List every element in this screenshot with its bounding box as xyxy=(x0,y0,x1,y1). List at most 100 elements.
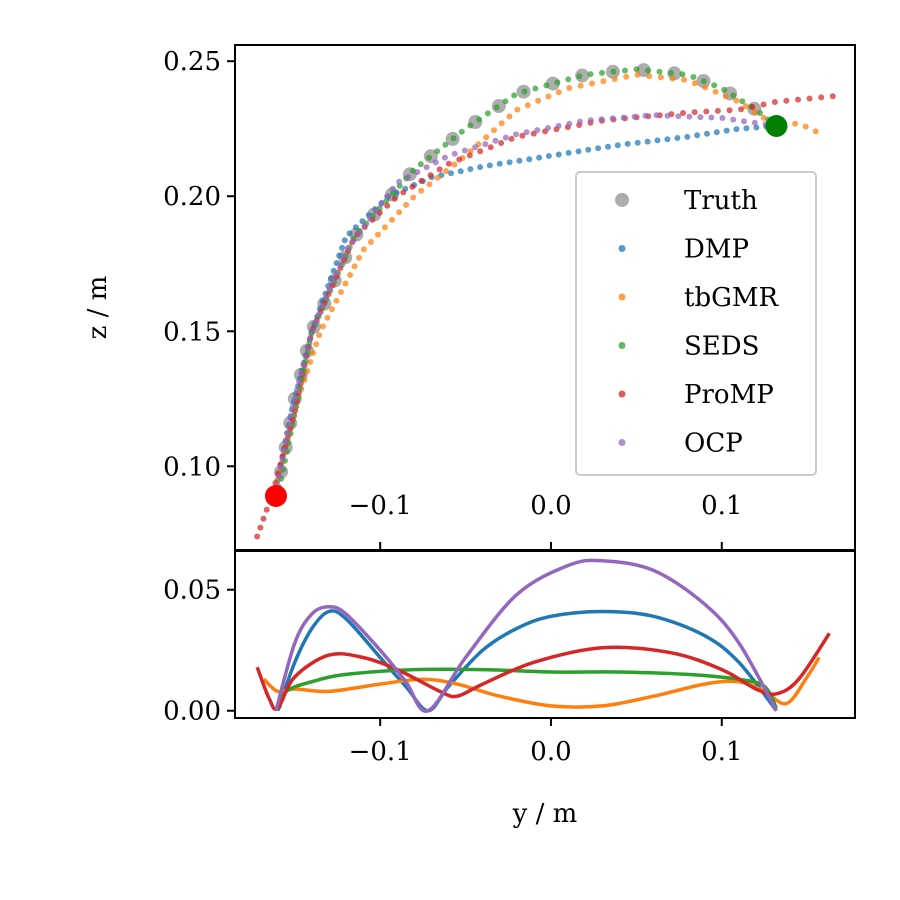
y-tick-label: 0.05 xyxy=(163,576,221,606)
tbgmr-point xyxy=(691,80,698,87)
tbgmr-point xyxy=(324,314,331,321)
dmp-point xyxy=(694,132,701,139)
tbgmr-point xyxy=(338,289,344,296)
ocp-point xyxy=(337,261,343,268)
legend-entry-promp: ProMP xyxy=(618,380,774,410)
dmp-point xyxy=(457,168,464,175)
dmp-point xyxy=(352,224,359,231)
dmp-point xyxy=(339,244,345,251)
trajectory-points xyxy=(254,63,836,540)
seds-point xyxy=(587,71,594,78)
seds-point xyxy=(633,66,640,73)
goal-point xyxy=(765,115,788,138)
ocp-point xyxy=(312,319,319,326)
ocp-point xyxy=(284,430,291,437)
tbgmr-point xyxy=(313,341,320,348)
dmp-point xyxy=(624,140,631,147)
promp-point xyxy=(400,189,407,196)
promp-point xyxy=(508,135,515,142)
ocp-point xyxy=(302,353,309,360)
tbgmr-point xyxy=(742,103,749,110)
ocp-point xyxy=(298,370,305,377)
dmp-point xyxy=(595,145,602,152)
tbgmr-point xyxy=(566,85,573,91)
tbgmr-point xyxy=(434,174,441,181)
dmp-point xyxy=(614,142,621,149)
legend-marker xyxy=(618,342,626,349)
dmp-point xyxy=(506,159,513,166)
tbgmr-point xyxy=(623,73,630,80)
tbgmr-point xyxy=(310,350,317,356)
tbgmr-point xyxy=(498,120,505,127)
tbgmr-point xyxy=(316,332,323,339)
tbgmr-point xyxy=(443,168,450,175)
tbgmr-point xyxy=(712,88,719,95)
tbgmr-point xyxy=(396,209,403,216)
legend-entry-dmp: DMP xyxy=(618,235,749,265)
tbgmr-point xyxy=(382,224,388,231)
dmp-point xyxy=(704,130,710,137)
ocp-point xyxy=(577,118,583,125)
legend-marker xyxy=(618,293,626,301)
dmp-point xyxy=(565,149,572,156)
seds-point xyxy=(721,86,728,93)
ocp-point xyxy=(642,112,649,119)
promp-point xyxy=(738,106,745,113)
legend-entry-ocp: OCP xyxy=(618,429,743,459)
x-tick-label: 0.0 xyxy=(530,737,571,767)
legend-label: OCP xyxy=(684,429,743,459)
promp-point xyxy=(498,140,505,146)
seds-point xyxy=(543,82,550,89)
seds-point xyxy=(690,74,697,80)
series-ocp-line xyxy=(274,558,778,713)
seds-point xyxy=(757,110,763,116)
seds-point xyxy=(383,197,390,204)
promp-point xyxy=(726,107,733,114)
promp-point xyxy=(703,108,710,115)
ocp-point xyxy=(545,125,551,131)
seds-point xyxy=(622,67,628,74)
dmp-point xyxy=(684,133,691,140)
ocp-point xyxy=(319,302,326,309)
seds-point xyxy=(417,161,424,168)
tbgmr-point xyxy=(646,73,653,80)
dmp-point xyxy=(496,160,503,167)
ocp-point xyxy=(502,134,509,141)
ocp-point xyxy=(279,455,286,462)
ocp-point xyxy=(293,387,300,394)
tbgmr-point xyxy=(389,216,395,223)
ocp-point xyxy=(289,404,296,411)
seds-point xyxy=(426,154,432,161)
error-plot: 0.00 0.05 −0.1 0.0 0.1 y / m xyxy=(163,550,856,829)
seds-point xyxy=(565,76,572,83)
ocp-point xyxy=(686,113,693,120)
seds-point xyxy=(484,110,491,117)
seds-point xyxy=(599,69,605,76)
dmp-point xyxy=(723,127,730,134)
seds-point xyxy=(467,122,474,129)
legend-label: SEDS xyxy=(684,332,759,362)
ocp-point xyxy=(296,378,303,385)
promp-point xyxy=(487,144,494,151)
seds-point xyxy=(679,71,686,78)
ocp-point xyxy=(675,113,682,120)
x-tick-label: −0.1 xyxy=(349,491,412,521)
promp-point xyxy=(771,99,778,105)
promp-point xyxy=(445,160,452,167)
dmp-point xyxy=(634,139,641,146)
ocp-point xyxy=(281,447,288,454)
ocp-point xyxy=(361,222,368,229)
promp-point xyxy=(749,103,756,110)
ocp-point xyxy=(653,112,660,119)
ocp-point xyxy=(587,117,594,124)
y-tick-label: 0.00 xyxy=(163,697,221,727)
legend-entry-tbgmr: tbGMR xyxy=(618,283,779,313)
ocp-point xyxy=(287,412,294,419)
ocp-point xyxy=(330,278,336,285)
tbgmr-point xyxy=(577,82,584,89)
seds-point xyxy=(434,148,441,155)
ocp-point xyxy=(414,169,421,176)
dmp-point xyxy=(674,135,681,141)
tbgmr-point xyxy=(669,75,676,82)
dmp-point xyxy=(346,230,353,237)
